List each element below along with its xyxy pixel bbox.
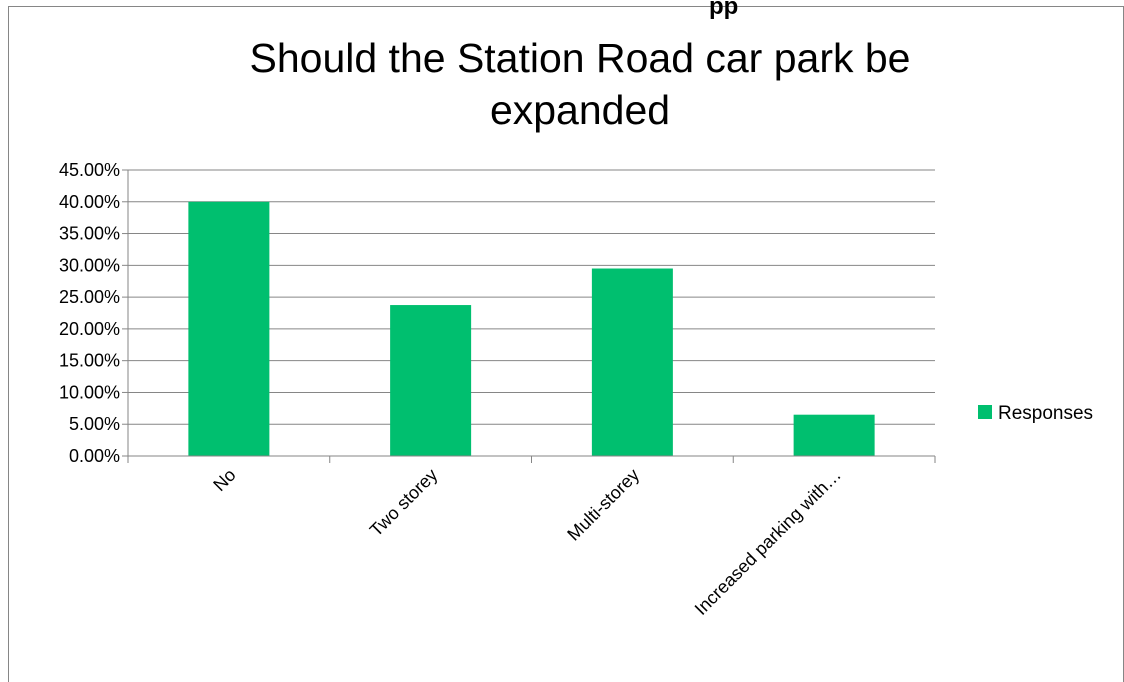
bars: [188, 201, 875, 456]
legend: Responses: [978, 403, 1093, 424]
chart-title-line-2: expanded: [490, 87, 670, 133]
y-tick-label: 15.00%: [59, 351, 120, 371]
chart-title: Should the Station Road car park be expa…: [250, 35, 911, 133]
cut-off-heading: pp: [709, 0, 739, 20]
axes: [127, 170, 936, 463]
bar: [390, 305, 472, 456]
x-tick-label: Multi-storey: [563, 465, 643, 545]
y-tick-label: 10.00%: [59, 382, 120, 402]
bar: [793, 414, 875, 456]
x-tick-label: Two storey: [366, 465, 442, 541]
bar: [188, 201, 270, 456]
x-tick-label: Increased parking with…: [691, 465, 845, 619]
y-tick-label: 20.00%: [59, 319, 120, 339]
bar: [591, 268, 673, 456]
y-tick-label: 35.00%: [59, 224, 120, 244]
chart-title-line-1: Should the Station Road car park be: [250, 35, 911, 81]
y-tick-label: 25.00%: [59, 287, 120, 307]
y-tick-label: 40.00%: [59, 192, 120, 212]
y-tick-label: 0.00%: [69, 446, 120, 466]
y-tick-label: 45.00%: [59, 160, 120, 180]
x-tick-label: No: [209, 465, 239, 495]
x-axis-tick-labels: No Two storey Multi-storey Increased parkin…: [209, 465, 845, 619]
legend-label: Responses: [998, 403, 1093, 424]
legend-swatch: [978, 405, 992, 419]
y-axis-tick-labels: 0.00% 5.00% 10.00% 15.00% 20.00% 25.00% 30.00%…: [59, 160, 120, 466]
y-tick-label: 30.00%: [59, 255, 120, 275]
y-tick-label: 5.00%: [69, 414, 120, 434]
